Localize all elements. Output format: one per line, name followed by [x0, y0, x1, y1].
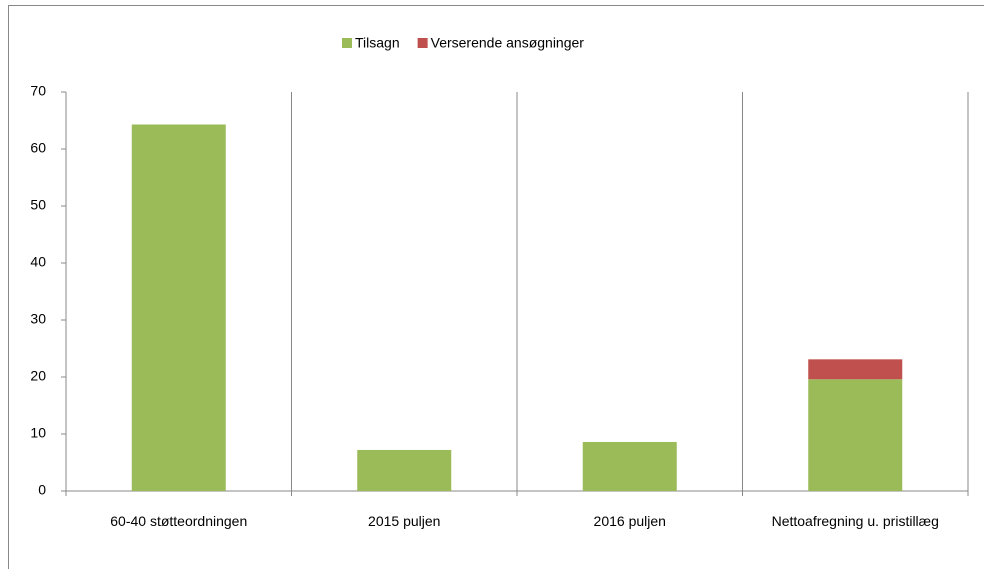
bar-segment — [357, 449, 452, 491]
y-tick-label: 50 — [30, 197, 46, 213]
y-tick-label: 0 — [38, 482, 46, 498]
legend-label: Tilsagn — [355, 35, 400, 51]
legend-swatch — [342, 38, 352, 48]
bar-segment — [808, 359, 903, 380]
y-tick-label: 30 — [30, 311, 46, 327]
y-tick-label: 40 — [30, 254, 46, 270]
x-tick-label: Nettoafregning u. pristillæg — [771, 513, 939, 529]
y-tick-label: 10 — [30, 425, 46, 441]
x-tick-label: 2015 puljen — [368, 513, 441, 529]
bar-segment — [131, 124, 226, 492]
y-tick-label: 70 — [30, 83, 46, 99]
bar-segment — [808, 379, 903, 491]
legend-label: Verserende ansøgninger — [431, 35, 585, 51]
legend-swatch — [417, 38, 428, 48]
x-tick-label: 60-40 støtteordningen — [110, 513, 248, 529]
x-tick-label: 2016 puljen — [593, 513, 666, 529]
y-tick-label: 20 — [30, 368, 46, 384]
bar-segment — [582, 441, 677, 491]
y-tick-label: 60 — [30, 140, 46, 156]
